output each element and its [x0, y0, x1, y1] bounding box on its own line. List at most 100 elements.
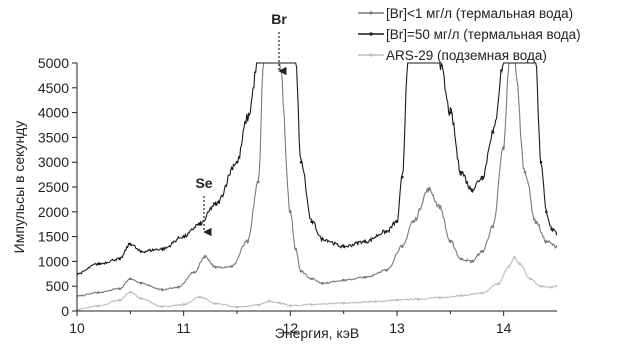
data-point [118, 257, 121, 261]
x-tick-label: 11 [176, 320, 191, 336]
data-point [459, 170, 463, 174]
data-point [545, 240, 548, 243]
data-point [235, 305, 239, 309]
legend-label: ARS-29 (подземная вода) [386, 48, 547, 63]
data-point [534, 220, 537, 223]
data-point [310, 277, 314, 281]
data-point [374, 300, 378, 303]
plot-series [77, 62, 557, 311]
data-point [550, 227, 553, 231]
data-point [203, 255, 207, 258]
y-tick-label: 5000 [38, 55, 69, 71]
data-point [193, 271, 196, 274]
y-tick-label: 0 [61, 303, 69, 319]
data-point [427, 188, 431, 191]
data-point [470, 188, 474, 191]
data-point [385, 269, 388, 272]
data-point [299, 270, 303, 273]
y-tick-label: 2500 [38, 179, 69, 195]
series-line [77, 62, 557, 297]
x-axis-title: Энергия, кэВ [275, 325, 359, 341]
x-tick-label: 10 [69, 320, 85, 336]
peak-label-se: Se [195, 175, 212, 191]
x-ticks: 10 11 12 13 14 [69, 311, 512, 336]
data-point [401, 245, 404, 248]
data-point [278, 301, 282, 305]
data-point [363, 276, 367, 279]
legend-label: [Br]=50 мг/л (термальная вода) [386, 27, 581, 42]
data-point [267, 299, 271, 303]
data-point [529, 277, 532, 281]
data-point [470, 260, 474, 263]
data-point [417, 297, 420, 301]
y-tick-label: 4500 [38, 80, 69, 96]
data-point [182, 235, 185, 238]
y-tick-label: 500 [46, 278, 70, 294]
data-point [491, 131, 495, 134]
y-tick-label: 1500 [38, 229, 69, 245]
data-point [459, 294, 463, 297]
data-point [198, 295, 201, 299]
data-point [321, 281, 324, 285]
data-point [395, 220, 399, 223]
legend-item: [Br]<1 мг/л (термальная вода) [358, 6, 573, 21]
y-axis-title: Импульсы в секунду [11, 121, 27, 254]
x-tick-label: 12 [283, 320, 299, 336]
data-point [539, 284, 543, 288]
data-point [235, 160, 239, 164]
data-point [438, 205, 442, 209]
data-point [481, 291, 484, 295]
data-point [289, 304, 292, 307]
data-point [198, 222, 201, 226]
data-point [214, 203, 217, 206]
data-point [214, 266, 217, 269]
legend-marker [369, 53, 373, 57]
data-point [459, 257, 463, 261]
data-point [342, 301, 346, 305]
y-tick-label: 1000 [38, 253, 69, 269]
series-line [77, 256, 557, 311]
data-point [502, 146, 506, 149]
x-tick-label: 14 [496, 320, 512, 336]
data-point [438, 296, 442, 299]
data-point [385, 230, 388, 233]
data-point [539, 160, 543, 164]
data-point [97, 291, 100, 294]
data-point [299, 160, 303, 164]
series-line [77, 62, 557, 276]
series-2 [77, 62, 557, 276]
data-point [507, 265, 511, 268]
legend-item: ARS-29 (подземная вода) [358, 48, 547, 63]
y-tick-label: 3000 [38, 154, 69, 170]
data-point [118, 287, 121, 291]
x-tick-label: 13 [389, 320, 405, 336]
data-point [139, 281, 143, 285]
data-point [491, 225, 495, 228]
data-point [518, 262, 521, 266]
peak-label-br: Br [271, 11, 287, 27]
data-point [214, 302, 217, 305]
data-point [118, 298, 121, 302]
data-point [363, 240, 367, 243]
data-point [97, 262, 100, 266]
data-point [182, 303, 185, 306]
data-point [139, 250, 143, 253]
legend-item: [Br]=50 мг/л (термальная вода) [358, 27, 581, 42]
data-point [230, 265, 233, 268]
data-point [246, 240, 249, 243]
data-point [310, 220, 314, 223]
data-point [139, 297, 143, 300]
data-point [449, 111, 452, 114]
series-3 [77, 256, 557, 311]
data-point [129, 290, 132, 294]
series-1 [77, 62, 557, 298]
axes [76, 63, 557, 312]
data-point [289, 210, 292, 214]
data-point [342, 278, 346, 282]
y-ticks: 0 500 1000 1500 2000 2500 3000 3500 4000 4500 5000 [38, 55, 77, 319]
data-point [513, 256, 516, 259]
legend-label: [Br]<1 мг/л (термальная вода) [386, 6, 573, 21]
y-tick-label: 4000 [38, 105, 69, 121]
data-point [161, 247, 164, 251]
